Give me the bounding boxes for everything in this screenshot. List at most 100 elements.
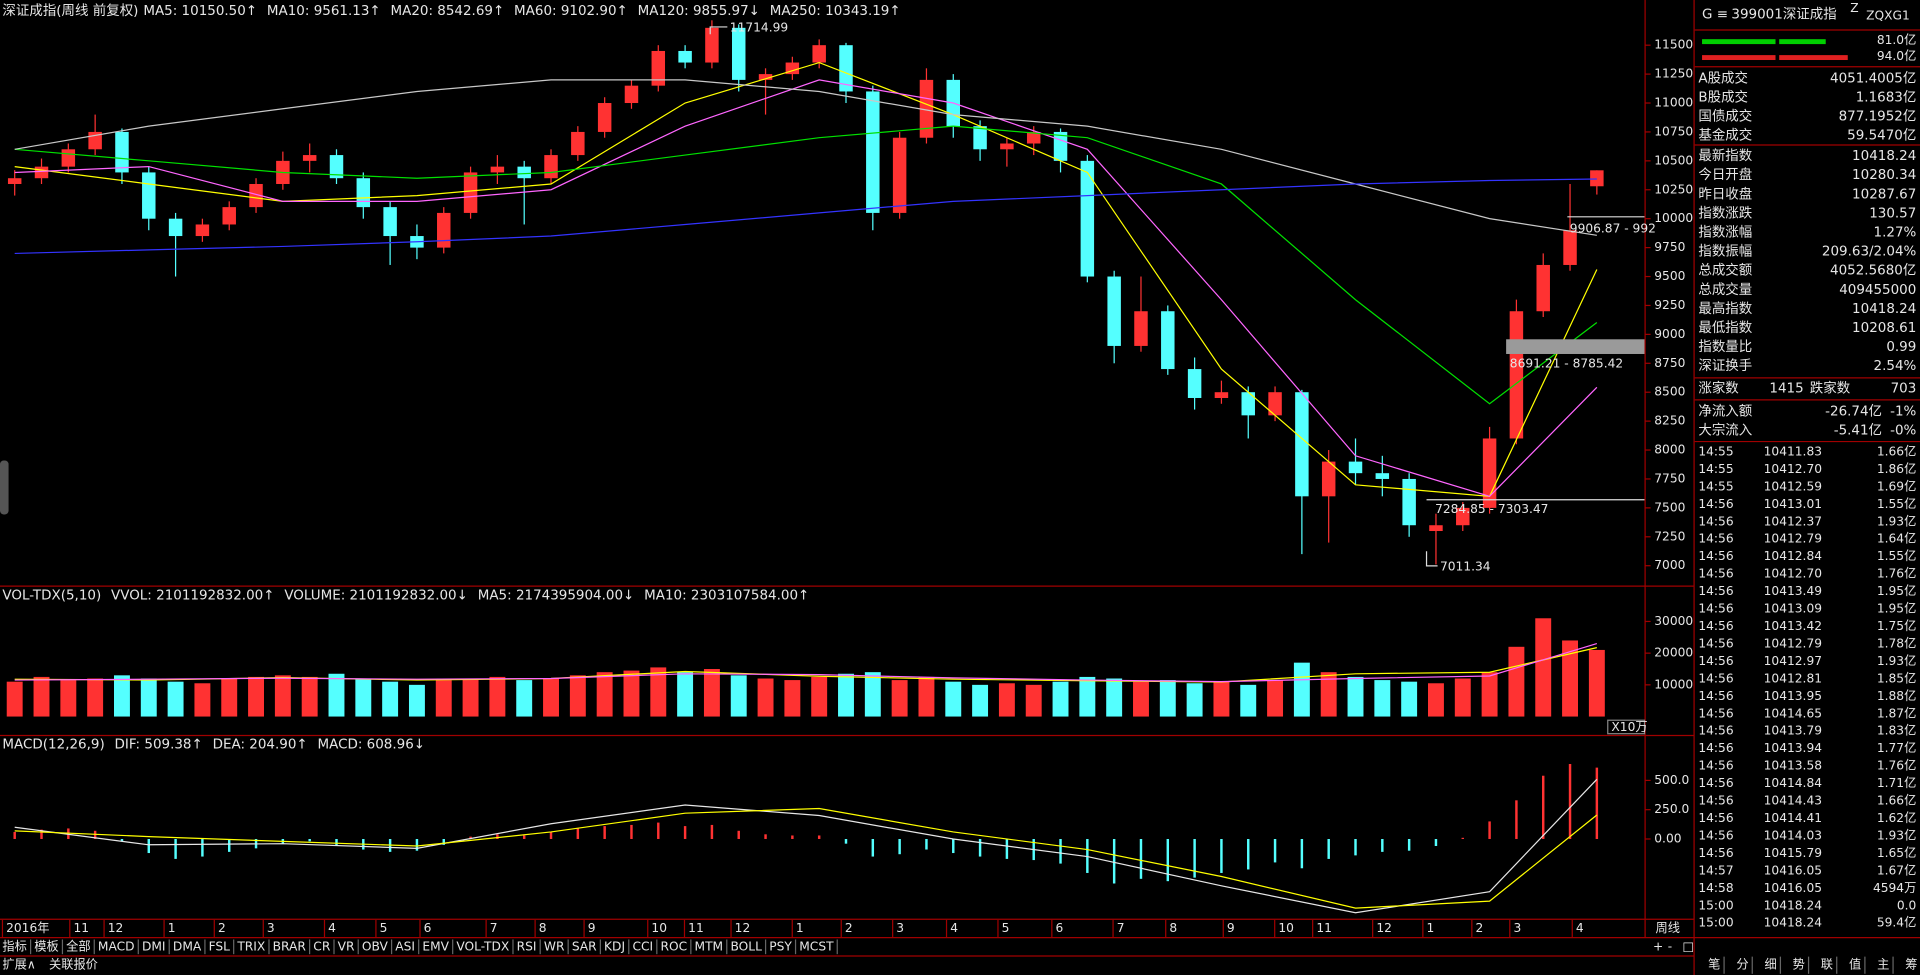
tick-time: 14:56 <box>1698 671 1733 685</box>
volume-bar <box>918 676 935 717</box>
panel-tab[interactable]: 分 <box>1736 958 1748 972</box>
zoom-button[interactable]: - <box>1668 939 1672 953</box>
indicator-tab[interactable]: WR <box>544 939 565 953</box>
panel-tab[interactable]: 筹 <box>1905 958 1917 972</box>
y-tick-label: 9250 <box>1654 298 1685 312</box>
zoom-button[interactable]: + <box>1653 939 1663 953</box>
candle-body <box>490 166 505 173</box>
candle-body <box>1482 438 1497 508</box>
volume-bar <box>650 667 667 717</box>
panel-tab[interactable]: 值 <box>1849 957 1861 972</box>
side-handle[interactable] <box>0 460 9 515</box>
stat-value: 2.54% <box>1874 358 1917 374</box>
panel-tab[interactable]: 联 <box>1821 958 1833 972</box>
indicator-tab[interactable]: DMI <box>142 939 166 953</box>
indicator-tab[interactable]: EMV <box>422 939 449 953</box>
candle-body <box>1000 143 1014 150</box>
tick-volume: 1.77亿 <box>1877 740 1916 755</box>
volume-bar <box>1320 672 1337 717</box>
tick-volume: 1.76亿 <box>1877 566 1916 581</box>
panel-tab[interactable]: 细 <box>1764 958 1776 972</box>
volume-bar <box>1052 681 1069 717</box>
tick-volume: 1.87亿 <box>1877 705 1916 720</box>
indicator-arrow: ↓ <box>414 737 425 753</box>
menu-icon[interactable]: ≡ <box>1717 7 1728 23</box>
volume-bar <box>1401 681 1418 717</box>
indicator-tab[interactable]: ROC <box>660 939 687 953</box>
candle-body <box>142 172 156 219</box>
indicator-tab[interactable]: ASI <box>395 939 415 953</box>
indicator-tab[interactable]: KDJ <box>604 939 625 953</box>
indicator-tab[interactable]: 模板 <box>34 939 58 953</box>
candle-body <box>437 212 451 248</box>
tick-volume: 1.93亿 <box>1877 513 1916 528</box>
indicator-tab[interactable]: TRIX <box>236 939 265 953</box>
candle-body <box>839 45 853 92</box>
indicator-tab[interactable]: PSY <box>769 939 792 953</box>
indicator-tab[interactable]: FSL <box>209 939 231 953</box>
volume-bar <box>1481 672 1498 717</box>
volume-bar <box>221 678 238 717</box>
indicator-tab[interactable]: BRAR <box>273 939 307 953</box>
candle-body <box>1456 507 1470 526</box>
volume-bar <box>623 670 640 717</box>
indicator-tab[interactable]: SAR <box>572 939 597 953</box>
tick-price: 10413.42 <box>1764 619 1822 633</box>
panel-tab[interactable]: 笔 <box>1708 957 1720 972</box>
indicator-tab[interactable]: 全部 <box>66 938 90 953</box>
panel-tab[interactable]: 主 <box>1877 958 1889 972</box>
indicator-tab[interactable]: VOL-TDX <box>456 939 509 953</box>
tick-time: 14:56 <box>1698 828 1733 842</box>
security-code: 399001 <box>1731 7 1782 23</box>
volume-bar <box>194 683 211 717</box>
indicator-tab[interactable]: DMA <box>173 939 202 953</box>
zoom-button[interactable]: □ <box>1682 939 1694 953</box>
period-label: 周线 <box>1656 921 1680 935</box>
tick-price: 10412.37 <box>1764 514 1822 528</box>
tick-price: 10414.84 <box>1764 776 1823 790</box>
x-tick-label: 6 <box>424 921 432 935</box>
tick-price: 10414.65 <box>1764 706 1822 720</box>
y-tick-label: 9000 <box>1654 327 1685 341</box>
indicator-tab[interactable]: 指标 <box>2 938 26 953</box>
stat-value: 209.63/2.04% <box>1822 244 1917 260</box>
y-tick-label: 8750 <box>1654 356 1685 370</box>
indicator-tab[interactable]: OBV <box>362 939 389 953</box>
expand-button[interactable]: 扩展∧ <box>2 958 35 972</box>
indicator-tab[interactable]: MACD <box>98 939 135 953</box>
related-quote-tab[interactable]: 关联报价 <box>49 957 98 972</box>
indicator-label: MA10: 9561.13 <box>267 3 369 19</box>
tick-time: 14:55 <box>1698 479 1733 493</box>
y-tick-label: 250.0 <box>1654 802 1689 816</box>
indicator-tab[interactable]: MCST <box>799 939 834 953</box>
panel-tab[interactable]: 势 <box>1793 958 1805 972</box>
security-name: 深证成指 <box>1783 7 1837 23</box>
marker-pointer <box>709 26 728 35</box>
candle-body <box>1241 392 1255 416</box>
indicator-tab[interactable]: RSI <box>517 939 537 953</box>
indicator-tab[interactable]: CCI <box>632 939 653 953</box>
tick-volume: 0.0 <box>1897 898 1916 912</box>
volume-bar <box>1267 680 1284 717</box>
stat-value: 10208.61 <box>1852 320 1916 336</box>
candle-body <box>571 131 585 156</box>
market-mark: G <box>1702 7 1712 23</box>
candle-body <box>785 62 800 75</box>
volume-bar <box>1454 678 1471 717</box>
y-tick-label: 8500 <box>1654 385 1685 399</box>
stat-label: 指数量比 <box>1698 339 1752 355</box>
indicator-label: MA20: 8542.69 <box>390 3 492 19</box>
indicator-tab[interactable]: VR <box>338 939 355 953</box>
volume-bar <box>811 676 828 717</box>
volume-bar <box>1159 680 1176 717</box>
ratio-bar <box>1702 39 1776 45</box>
stat-label: 指数涨跌 <box>1698 205 1752 221</box>
volume-bar <box>1133 681 1149 717</box>
indicator-tab[interactable]: CR <box>313 939 331 953</box>
indicator-tab[interactable]: BOLL <box>730 939 762 953</box>
indicator-tab[interactable]: MTM <box>695 939 724 953</box>
y-tick-label: 9750 <box>1654 240 1685 254</box>
x-tick-label: 12 <box>108 921 124 935</box>
price-annotation: 11714.99 <box>730 21 788 35</box>
tick-time: 14:58 <box>1698 881 1733 895</box>
